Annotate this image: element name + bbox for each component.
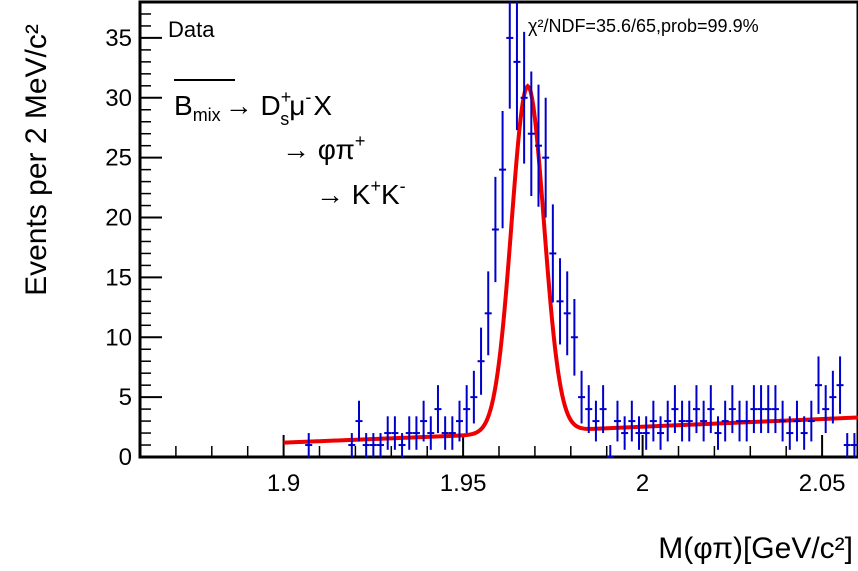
- legend-label: Data: [168, 17, 215, 42]
- plot-frame: [138, 0, 858, 459]
- y-tick-label: 20: [105, 205, 132, 232]
- y-axis-label: Events per 2 MeV/c²: [20, 24, 53, 296]
- y-tick-label: 5: [119, 384, 132, 411]
- axis-ticks: 0 5 10 15 20 25 30 35 1.9 1.95 2 2.05: [105, 13, 858, 497]
- decay-mu-sup: -: [305, 87, 311, 107]
- decay-x: X: [313, 90, 332, 121]
- decay-arrow-ds: → D: [225, 90, 281, 121]
- x-axis-label: M(φπ)[GeV/c²]: [658, 532, 853, 565]
- decay-line2: → φπ: [282, 134, 355, 165]
- decay-b: B: [174, 90, 193, 121]
- decay-ds-sub: s: [280, 109, 289, 129]
- decay-line2-sup: +: [355, 131, 366, 151]
- x-tick-label: 1.95: [440, 470, 487, 497]
- x-tick-label: 2.05: [799, 470, 846, 497]
- fit-layer: [283, 83, 858, 445]
- fit-stats: χ²/NDF=35.6/65,prob=99.9%: [528, 16, 759, 36]
- svg-text:→ φπ+: → φπ+: [282, 131, 365, 165]
- decay-annotation: Bmix → D+ sμ-X → φπ+ → K+K-: [174, 79, 406, 210]
- decay-b-sub: mix: [193, 105, 221, 125]
- decay-line3-k1: → K: [316, 179, 371, 210]
- y-tick-label: 35: [105, 25, 132, 52]
- decay-mu: μ: [289, 90, 305, 121]
- svg-text:→ K+K-: → K+K-: [316, 176, 406, 210]
- data-layer: [305, 2, 858, 458]
- decay-line3-sup1: +: [370, 176, 381, 196]
- x-tick-label: 1.9: [267, 470, 300, 497]
- y-tick-label: 25: [105, 145, 132, 172]
- x-tick-label: 2: [636, 470, 649, 497]
- y-tick-label: 15: [105, 264, 132, 291]
- svg-text:Bmix→ D+sμ-X: Bmix → D+ sμ-X: [174, 87, 332, 129]
- y-tick-label: 10: [105, 324, 132, 351]
- decay-line3-k2: K: [381, 179, 400, 210]
- y-tick-label: 0: [119, 444, 132, 471]
- decay-line3-sup2: -: [400, 176, 406, 196]
- decay-ds-sup: +: [281, 87, 292, 107]
- y-tick-label: 30: [105, 85, 132, 112]
- fit-curve: [283, 83, 858, 445]
